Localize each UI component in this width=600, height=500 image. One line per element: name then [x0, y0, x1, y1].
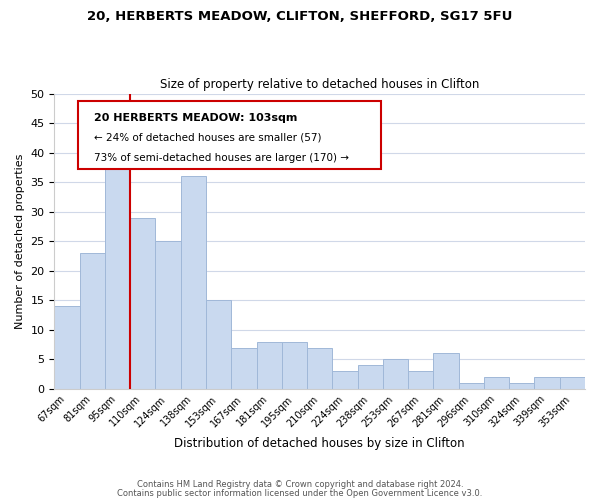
- Bar: [358, 366, 383, 389]
- Bar: [509, 383, 535, 389]
- Bar: [535, 377, 560, 389]
- Bar: [484, 377, 509, 389]
- FancyBboxPatch shape: [78, 101, 381, 169]
- Text: Contains HM Land Registry data © Crown copyright and database right 2024.: Contains HM Land Registry data © Crown c…: [137, 480, 463, 489]
- Text: Contains public sector information licensed under the Open Government Licence v3: Contains public sector information licen…: [118, 488, 482, 498]
- Bar: [130, 218, 155, 389]
- Text: 20 HERBERTS MEADOW: 103sqm: 20 HERBERTS MEADOW: 103sqm: [94, 113, 298, 123]
- Bar: [80, 253, 105, 389]
- Bar: [155, 241, 181, 389]
- Y-axis label: Number of detached properties: Number of detached properties: [15, 154, 25, 329]
- Bar: [55, 306, 80, 389]
- Text: 20, HERBERTS MEADOW, CLIFTON, SHEFFORD, SG17 5FU: 20, HERBERTS MEADOW, CLIFTON, SHEFFORD, …: [88, 10, 512, 23]
- Title: Size of property relative to detached houses in Clifton: Size of property relative to detached ho…: [160, 78, 479, 91]
- Bar: [307, 348, 332, 389]
- Bar: [181, 176, 206, 389]
- Text: 73% of semi-detached houses are larger (170) →: 73% of semi-detached houses are larger (…: [94, 153, 349, 163]
- Bar: [282, 342, 307, 389]
- Bar: [383, 360, 408, 389]
- Bar: [433, 354, 458, 389]
- Bar: [257, 342, 282, 389]
- Bar: [458, 383, 484, 389]
- Text: ← 24% of detached houses are smaller (57): ← 24% of detached houses are smaller (57…: [94, 133, 322, 143]
- Bar: [231, 348, 257, 389]
- Bar: [408, 371, 433, 389]
- X-axis label: Distribution of detached houses by size in Clifton: Distribution of detached houses by size …: [175, 437, 465, 450]
- Bar: [332, 371, 358, 389]
- Bar: [206, 300, 231, 389]
- Bar: [560, 377, 585, 389]
- Bar: [105, 146, 130, 389]
